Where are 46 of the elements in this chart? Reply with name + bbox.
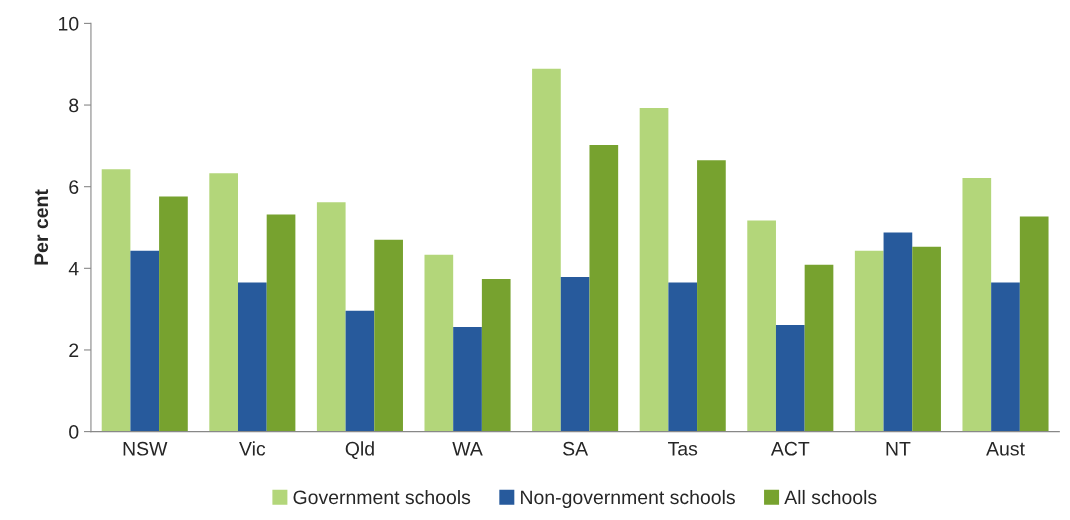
bar — [668, 282, 698, 432]
bar — [775, 325, 805, 432]
bar — [130, 250, 160, 432]
bar — [238, 282, 267, 432]
x-tick-label: SA — [563, 441, 589, 456]
y-tick-label: 0 — [69, 425, 79, 439]
bar — [481, 278, 511, 432]
bar — [991, 282, 1020, 432]
bar — [101, 169, 131, 432]
bar — [962, 178, 992, 432]
x-tick-label: Vic — [239, 441, 266, 456]
x-tick-label: ACT — [770, 441, 810, 456]
bar — [1019, 216, 1049, 432]
bar — [883, 232, 913, 432]
legend-label: Non-government schools — [521, 489, 735, 509]
x-tick-label: NSW — [123, 441, 168, 456]
bar — [912, 246, 941, 432]
y-tick-label: 8 — [69, 98, 79, 113]
y-tick-label: 2 — [69, 343, 79, 358]
bar — [266, 214, 296, 432]
x-tick-label: Aust — [986, 442, 1025, 456]
bar — [453, 327, 482, 432]
bar — [424, 254, 454, 432]
x-tick-label: NT — [886, 442, 911, 456]
y-tick-label: 6 — [69, 180, 79, 194]
bar — [854, 250, 884, 432]
x-tick-label: WA — [452, 442, 483, 456]
bar — [345, 310, 375, 432]
bar — [209, 173, 238, 432]
bar — [639, 107, 669, 432]
bar — [697, 160, 726, 432]
x-tick-label: Qld — [345, 441, 374, 460]
bar — [747, 220, 776, 432]
bar — [589, 145, 619, 432]
y-axis-title: Per cent — [34, 189, 49, 265]
bar — [560, 276, 590, 432]
legend-label: All schools — [784, 489, 877, 505]
bar — [159, 196, 188, 432]
bar — [374, 239, 403, 432]
legend-label: Government schools — [293, 489, 471, 505]
bar — [316, 202, 346, 432]
y-tick-label: 10 — [59, 16, 79, 31]
x-tick-label: Tas — [668, 442, 698, 456]
bar — [804, 264, 834, 432]
bar — [532, 68, 561, 432]
y-tick-label: 4 — [68, 261, 79, 276]
